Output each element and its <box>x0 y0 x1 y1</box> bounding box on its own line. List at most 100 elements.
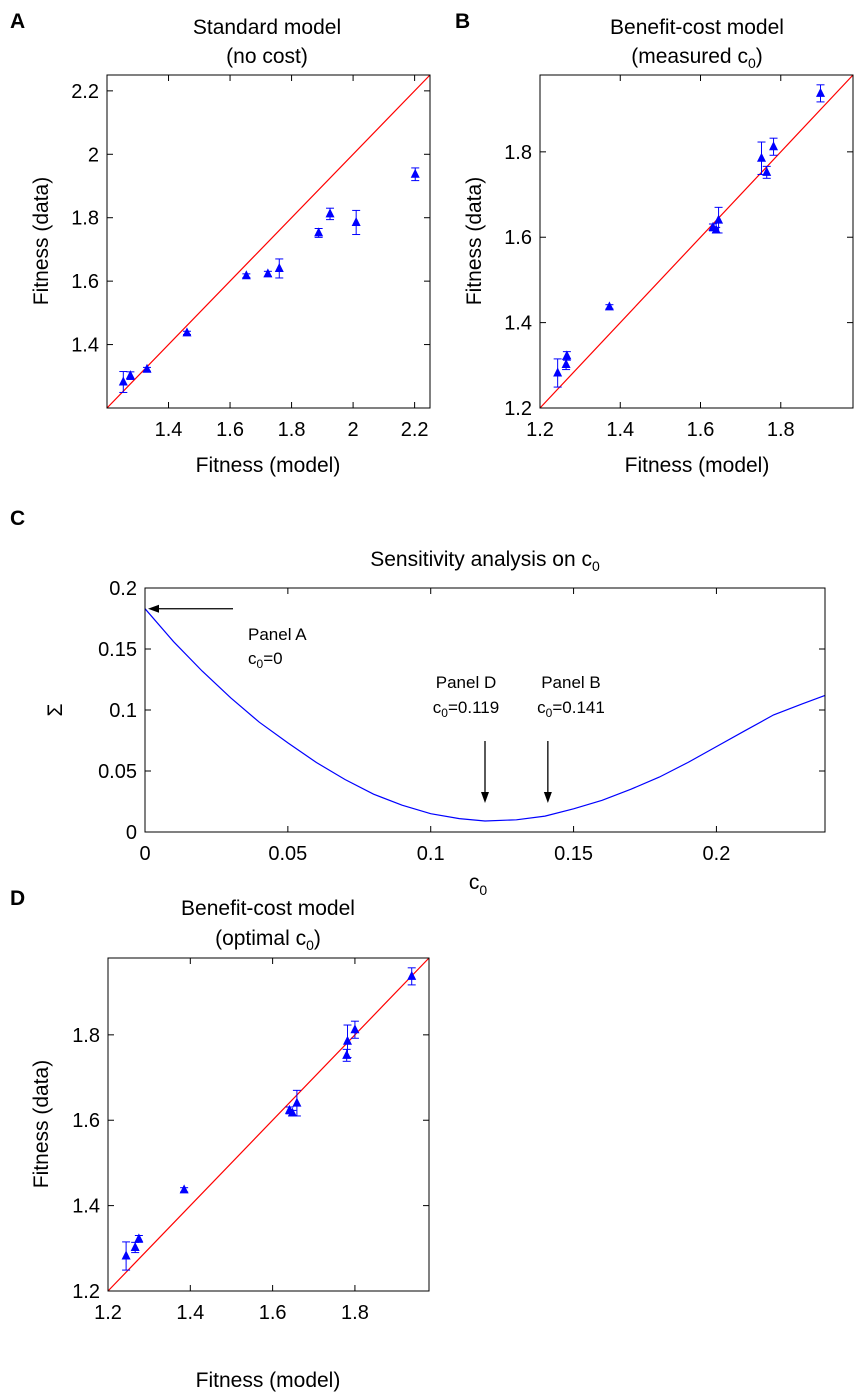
panel-a-x-tick-label: 2 <box>348 419 359 441</box>
panel-c-x-tick-label: 0.2 <box>703 843 731 865</box>
arrow-panel-d-head <box>481 792 489 803</box>
panel-a-data-point <box>241 270 251 280</box>
panel-b-title-line2: (measured c0) <box>631 45 763 71</box>
panel-b-data-point <box>815 87 825 97</box>
panel-a-x-tick-label: 1.6 <box>216 419 244 441</box>
panel-d-ylabel: Fitness (data) <box>30 1060 53 1188</box>
panel-a-data-point <box>263 268 273 278</box>
panel-a-identity-line <box>106 74 431 409</box>
panel-b-x-tick-label: 1.6 <box>687 419 715 441</box>
panel-b-y-tick-label: 1.6 <box>504 227 532 249</box>
panel-a-axes-frame <box>106 74 431 409</box>
panel-label-a: A <box>10 10 25 33</box>
panel-b-data-point <box>553 367 563 377</box>
panel-b-data-point <box>762 166 772 176</box>
panel-a-y-tick-label: 2 <box>88 144 99 166</box>
panel-label-d: D <box>10 887 25 910</box>
panel-b-y-tick-label: 1.8 <box>504 142 532 164</box>
panel-c-xlabel: c0 <box>469 871 488 898</box>
panel-b-data-point <box>769 141 779 151</box>
panel-a-data-point <box>325 208 335 218</box>
panel-a-data-point <box>118 376 128 386</box>
panel-a-data-point <box>314 227 324 237</box>
panel-d-y-tick-label: 1.2 <box>72 1281 100 1303</box>
panel-a-data-point <box>142 363 152 373</box>
panel-b-identity-line <box>539 74 854 409</box>
panel-b-xlabel: Fitness (model) <box>625 454 770 477</box>
panel-c-y-tick-label: 0.05 <box>98 761 137 783</box>
panel-c-title: Sensitivity analysis on c0 <box>370 548 600 574</box>
panel-b-x-tick-label: 1.2 <box>526 419 554 441</box>
panel-a-data-point <box>410 168 420 178</box>
panel-c-x-tick-label: 0.15 <box>554 843 593 865</box>
panel-d-x-tick-label: 1.6 <box>259 1302 287 1324</box>
annotation-panel-a-name: Panel A <box>248 625 307 644</box>
annotation-panel-b-name: Panel B <box>541 673 601 692</box>
panel-d: Benefit-cost model (optimal c0) 1.2 1.4 1.… <box>30 897 430 1392</box>
panel-a-y-tick-label: 1.6 <box>71 271 99 293</box>
panel-c-plot: 0 0.05 0.1 0.15 0.2 0 0.05 0.1 0.15 0.2 <box>98 578 826 865</box>
panel-a-data-point <box>182 327 192 337</box>
panel-a-x-tick-label: 1.4 <box>155 419 183 441</box>
panel-d-title-line1: Benefit-cost model <box>181 897 355 920</box>
panel-d-data-point <box>134 1233 144 1243</box>
panel-b-x-tick-label: 1.4 <box>606 419 634 441</box>
panel-b-data-point <box>604 301 614 311</box>
panel-d-identity-line <box>107 957 430 1292</box>
panel-c-sigma-curve <box>144 608 826 822</box>
panel-d-title-line2: (optimal c0) <box>215 927 321 953</box>
panel-c-ylabel: Σ <box>44 703 67 716</box>
panel-d-y-tick-label: 1.4 <box>72 1196 100 1218</box>
panel-a-plot: 1.4 1.6 1.8 2 2.2 1.4 1.6 1.8 2 2.2 <box>71 74 431 441</box>
panel-c: Sensitivity analysis on c0 0 0.05 0.1 0.15 0… <box>44 548 826 898</box>
annotation-panel-d-name: Panel D <box>436 673 496 692</box>
panel-a-y-tick-label: 2.2 <box>71 81 99 103</box>
arrow-panel-a-head <box>148 604 159 613</box>
panel-d-y-tick-label: 1.8 <box>72 1025 100 1047</box>
panel-d-x-tick-label: 1.2 <box>94 1302 122 1324</box>
panel-b-y-tick-label: 1.2 <box>504 398 532 420</box>
panel-a-x-tick-label: 1.8 <box>278 419 306 441</box>
panel-b-data-point <box>562 350 572 360</box>
panel-d-plot: 1.2 1.4 1.6 1.8 1.2 1.4 1.6 1.8 <box>72 957 430 1324</box>
panel-a-data-point <box>351 216 361 226</box>
panel-a-data-point <box>274 262 284 272</box>
panel-d-data-point <box>121 1250 131 1260</box>
panel-a-y-tick-label: 1.4 <box>71 335 99 357</box>
panel-label-b: B <box>455 10 470 33</box>
panel-b-y-tick-label: 1.4 <box>504 313 532 335</box>
panel-c-y-tick-label: 0.1 <box>109 700 137 722</box>
panel-b-ylabel: Fitness (data) <box>463 177 486 305</box>
panel-d-data-point <box>287 1107 297 1117</box>
panel-d-x-tick-label: 1.4 <box>176 1302 204 1324</box>
panel-c-x-tick-label: 0.05 <box>268 843 307 865</box>
annotation-panel-b-value: c0=0.141 <box>537 698 605 720</box>
panel-d-data-point <box>342 1049 352 1059</box>
panel-d-data-point <box>130 1241 140 1251</box>
panel-b: Benefit-cost model (measured c0) 1.2 1.4 1… <box>463 16 854 477</box>
panel-d-y-tick-label: 1.6 <box>72 1110 100 1132</box>
panel-d-data-point <box>407 970 417 980</box>
panel-b-data-point <box>561 358 571 368</box>
panel-d-xlabel: Fitness (model) <box>196 1369 341 1392</box>
panel-d-x-tick-label: 1.8 <box>341 1302 369 1324</box>
panel-d-data-point <box>292 1097 302 1107</box>
panel-c-y-tick-label: 0 <box>126 822 137 844</box>
panel-a-xlabel: Fitness (model) <box>196 454 341 477</box>
panel-b-axes-frame <box>539 74 854 409</box>
panel-a-x-tick-label: 2.2 <box>401 419 429 441</box>
annotation-panel-a-value: c0=0 <box>248 649 283 671</box>
panel-d-data-point <box>179 1184 189 1194</box>
panel-b-data-point <box>714 214 724 224</box>
panel-b-x-tick-label: 1.8 <box>767 419 795 441</box>
panel-d-data-point <box>343 1035 353 1045</box>
arrow-panel-b-head <box>543 792 552 803</box>
panel-d-data-point <box>350 1024 360 1034</box>
panel-a-data-point <box>125 370 135 380</box>
panel-b-title-line1: Benefit-cost model <box>610 16 784 39</box>
panel-b-data-point <box>757 152 767 162</box>
panel-c-y-tick-label: 0.2 <box>109 578 137 600</box>
panel-c-x-tick-label: 0.1 <box>417 843 445 865</box>
panel-c-y-tick-label: 0.15 <box>98 639 137 661</box>
